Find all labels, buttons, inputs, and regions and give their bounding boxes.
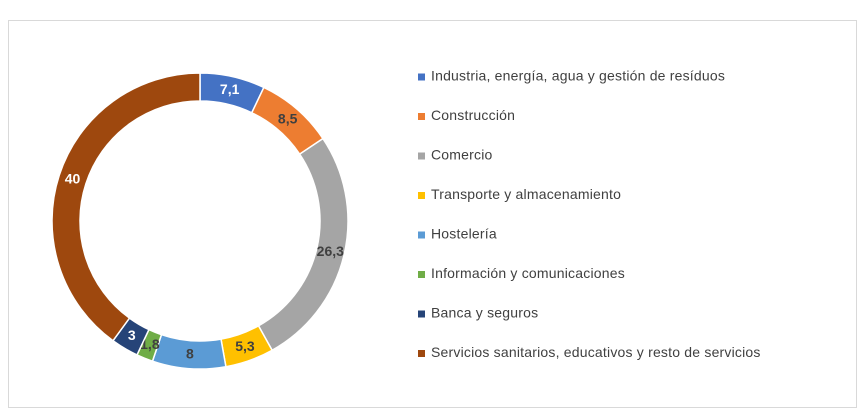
legend-label: Industria, energía, agua y gestión de re… xyxy=(431,68,725,84)
data-label: 7,1 xyxy=(220,81,240,97)
legend-swatch xyxy=(418,310,425,318)
data-label: 1,8 xyxy=(140,336,160,352)
legend-label: Comercio xyxy=(431,147,493,163)
data-label: 40 xyxy=(65,170,81,186)
data-label: 26,3 xyxy=(317,243,344,259)
legend-swatch xyxy=(418,231,425,239)
legend-swatch xyxy=(418,350,425,357)
legend-label: Hostelería xyxy=(431,226,497,242)
legend-label: Transporte y almacenamiento xyxy=(431,186,621,202)
legend-swatch xyxy=(418,192,425,199)
data-label: 8 xyxy=(186,345,194,361)
legend-label: Información y comunicaciones xyxy=(431,265,625,281)
legend-swatch xyxy=(418,73,425,81)
legend-label: Construcción xyxy=(431,107,515,123)
legend-label: Banca y seguros xyxy=(431,305,538,321)
data-label: 3 xyxy=(128,327,136,343)
legend-label: Servicios sanitarios, educativos y resto… xyxy=(431,344,761,360)
donut-segment xyxy=(51,72,201,342)
legend-swatch xyxy=(418,152,425,160)
legend-swatch xyxy=(418,113,425,120)
data-label: 8,5 xyxy=(278,110,298,126)
legend-swatch xyxy=(418,271,425,278)
data-label: 5,3 xyxy=(235,338,255,354)
